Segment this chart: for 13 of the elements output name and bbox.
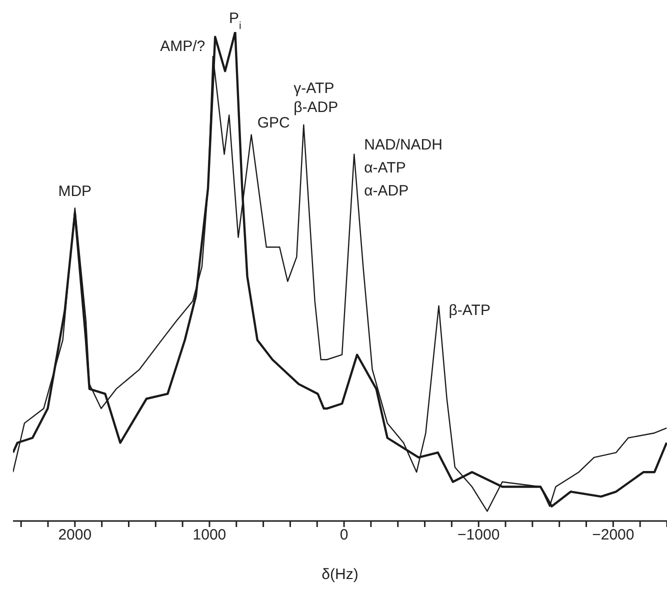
x-tick-label: 1000 bbox=[192, 526, 226, 544]
annotation: AMP/? bbox=[160, 38, 206, 55]
annotation: MDP bbox=[58, 183, 92, 200]
annotation: β-ATP bbox=[448, 302, 490, 319]
annotation: GPC bbox=[257, 114, 290, 132]
annotation: P$_{i}$ bbox=[228, 10, 242, 32]
x-tick-label: −2000 bbox=[592, 526, 634, 544]
annotation: γ-ATP β-ADP bbox=[294, 80, 338, 116]
x-tick-label: −1000 bbox=[458, 526, 500, 544]
annotation: NAD/NADH α-ATP α-ADP bbox=[364, 136, 442, 200]
x-tick-label: 0 bbox=[340, 526, 348, 544]
x-tick-label: 2000 bbox=[58, 526, 92, 544]
x-axis-title: δ(Hz) bbox=[322, 566, 358, 583]
